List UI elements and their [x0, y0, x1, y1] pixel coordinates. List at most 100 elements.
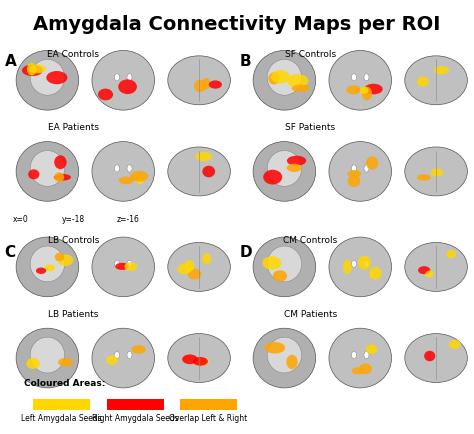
Ellipse shape	[202, 78, 210, 89]
Ellipse shape	[22, 65, 43, 76]
Ellipse shape	[45, 264, 55, 271]
Ellipse shape	[352, 367, 365, 374]
Ellipse shape	[449, 340, 461, 349]
Ellipse shape	[92, 237, 155, 297]
Ellipse shape	[54, 174, 71, 181]
Ellipse shape	[424, 351, 435, 361]
Text: y=-18: y=-18	[62, 215, 85, 224]
Ellipse shape	[115, 352, 119, 358]
Ellipse shape	[253, 141, 316, 201]
Ellipse shape	[359, 87, 369, 94]
FancyBboxPatch shape	[33, 399, 90, 410]
Ellipse shape	[168, 56, 230, 105]
Ellipse shape	[16, 50, 79, 110]
Ellipse shape	[253, 328, 316, 388]
FancyBboxPatch shape	[180, 399, 237, 410]
Ellipse shape	[182, 355, 191, 361]
Ellipse shape	[92, 141, 155, 201]
Ellipse shape	[446, 250, 456, 258]
Text: EA Controls: EA Controls	[47, 49, 100, 59]
Ellipse shape	[352, 352, 356, 358]
Text: LB Controls: LB Controls	[48, 236, 99, 245]
Ellipse shape	[267, 151, 301, 186]
Ellipse shape	[16, 141, 79, 201]
Ellipse shape	[46, 71, 67, 84]
Ellipse shape	[405, 334, 467, 382]
Ellipse shape	[55, 253, 64, 261]
Ellipse shape	[268, 72, 280, 85]
Ellipse shape	[292, 85, 310, 92]
Ellipse shape	[30, 246, 64, 282]
Text: A: A	[5, 54, 17, 69]
Ellipse shape	[188, 269, 201, 279]
Ellipse shape	[168, 243, 230, 291]
Ellipse shape	[358, 256, 371, 270]
Text: CM Controls: CM Controls	[283, 236, 337, 245]
Ellipse shape	[30, 337, 64, 373]
Ellipse shape	[347, 175, 360, 187]
Ellipse shape	[273, 270, 287, 282]
Ellipse shape	[346, 85, 361, 94]
Ellipse shape	[365, 344, 377, 354]
Ellipse shape	[58, 358, 73, 367]
Ellipse shape	[287, 164, 301, 172]
Ellipse shape	[329, 237, 392, 297]
Ellipse shape	[352, 165, 356, 172]
Ellipse shape	[194, 80, 206, 92]
Ellipse shape	[343, 260, 352, 274]
Ellipse shape	[115, 263, 129, 270]
Ellipse shape	[30, 65, 46, 73]
Text: C: C	[5, 245, 16, 260]
Ellipse shape	[191, 357, 209, 365]
Ellipse shape	[417, 174, 431, 181]
Ellipse shape	[264, 342, 285, 354]
Ellipse shape	[30, 59, 64, 95]
Ellipse shape	[58, 254, 73, 266]
Ellipse shape	[364, 352, 369, 358]
Ellipse shape	[36, 267, 46, 274]
Ellipse shape	[118, 79, 137, 94]
Ellipse shape	[182, 355, 198, 364]
Ellipse shape	[329, 328, 392, 388]
Text: D: D	[239, 245, 252, 260]
Text: Coloured Areas:: Coloured Areas:	[24, 379, 105, 388]
Ellipse shape	[362, 87, 372, 100]
Text: SF Controls: SF Controls	[285, 49, 336, 59]
Ellipse shape	[352, 260, 356, 267]
Ellipse shape	[263, 170, 282, 184]
Text: Left Amygdala Seeds: Left Amygdala Seeds	[21, 414, 102, 423]
Ellipse shape	[118, 177, 134, 184]
Ellipse shape	[130, 171, 148, 181]
Ellipse shape	[405, 56, 467, 105]
Ellipse shape	[366, 156, 378, 170]
Ellipse shape	[131, 345, 146, 354]
Ellipse shape	[115, 260, 119, 267]
Ellipse shape	[106, 355, 118, 365]
Ellipse shape	[405, 147, 467, 196]
Ellipse shape	[352, 74, 356, 81]
Ellipse shape	[287, 156, 306, 166]
Ellipse shape	[329, 141, 392, 201]
Ellipse shape	[405, 243, 467, 291]
Text: x=0: x=0	[12, 215, 28, 224]
Ellipse shape	[92, 328, 155, 388]
Ellipse shape	[192, 357, 208, 366]
Ellipse shape	[267, 59, 301, 95]
Ellipse shape	[98, 89, 113, 100]
Ellipse shape	[364, 74, 369, 81]
Ellipse shape	[418, 266, 430, 274]
Text: z=-16: z=-16	[117, 215, 139, 224]
Ellipse shape	[195, 152, 212, 161]
Ellipse shape	[28, 169, 39, 179]
Text: B: B	[239, 54, 251, 69]
Ellipse shape	[115, 165, 119, 172]
Ellipse shape	[267, 246, 301, 282]
Ellipse shape	[417, 76, 429, 87]
Ellipse shape	[369, 267, 382, 279]
Text: EA Patients: EA Patients	[48, 123, 99, 132]
Text: Amygdala Connectivity Maps per ROI: Amygdala Connectivity Maps per ROI	[33, 15, 441, 34]
Ellipse shape	[286, 355, 298, 369]
Ellipse shape	[267, 337, 301, 373]
Ellipse shape	[127, 74, 132, 81]
Text: CM Patients: CM Patients	[284, 310, 337, 319]
